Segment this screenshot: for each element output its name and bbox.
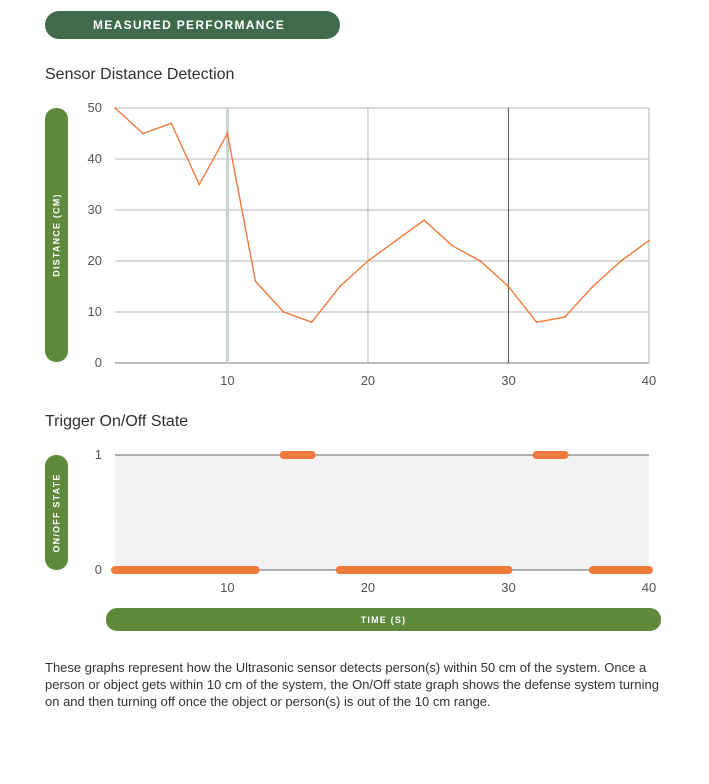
trigger-x-tick-label: 20	[361, 580, 375, 595]
trigger-x-tick-label: 10	[220, 580, 234, 595]
distance-data-point	[338, 285, 341, 288]
distance-data-point	[619, 260, 622, 262]
distance-x-tick-label: 30	[501, 373, 515, 388]
distance-data-point	[310, 321, 313, 324]
distance-data-point	[648, 239, 650, 242]
distance-data-point	[226, 132, 229, 135]
time-xlabel-pill: TIME (S)	[106, 608, 661, 631]
distance-data-point	[198, 183, 201, 186]
distance-chart-title: Sensor Distance Detection	[45, 66, 235, 83]
distance-y-tick-label: 20	[88, 253, 102, 268]
distance-data-point	[367, 260, 369, 262]
distance-x-tick-label: 20	[361, 373, 375, 388]
distance-data-point	[535, 321, 538, 324]
distance-data-point	[563, 316, 566, 318]
distance-data-point	[479, 260, 482, 262]
time-xlabel: TIME (S)	[360, 614, 407, 625]
trigger-y-tick-label: 0	[95, 562, 102, 577]
distance-y-tick-label: 40	[88, 151, 102, 166]
distance-data-point	[282, 311, 285, 313]
distance-y-tick-label: 10	[88, 304, 102, 319]
distance-y-tick-label: 50	[88, 100, 102, 115]
section-header: MEASURED PERFORMANCE	[45, 11, 340, 39]
distance-data-point	[142, 132, 145, 135]
distance-x-tick-label: 10	[220, 373, 234, 388]
distance-data-point	[423, 219, 426, 222]
distance-data-point	[170, 122, 173, 125]
distance-data-point	[254, 280, 257, 283]
distance-y-tick-label: 30	[88, 202, 102, 217]
distance-highlight-band	[225, 108, 229, 363]
distance-y-tick-label: 0	[95, 355, 102, 370]
distance-data-point	[114, 107, 116, 109]
distance-ylabel-pill: DISTANCE (CM)	[45, 108, 68, 362]
distance-x-tick-label: 40	[642, 373, 656, 388]
trigger-chart-title: Trigger On/Off State	[45, 413, 189, 430]
trigger-chart: 0 1 10 20 30 40	[95, 447, 656, 595]
section-header-label: MEASURED PERFORMANCE	[93, 18, 286, 32]
trigger-ylabel-pill: ON/OFF STATE	[45, 455, 68, 570]
trigger-y-tick-label: 1	[95, 447, 102, 462]
trigger-x-tick-label: 40	[642, 580, 656, 595]
distance-data-point	[395, 239, 397, 242]
distance-data-point	[451, 244, 454, 247]
distance-chart: 0 10 20 30 40 50 10 20 30 40	[88, 100, 657, 388]
distance-series-line	[114, 107, 650, 324]
distance-plot-area	[115, 108, 649, 363]
distance-data-point	[507, 285, 510, 288]
trigger-plot-area	[115, 455, 649, 570]
trigger-x-tick-label: 30	[501, 580, 515, 595]
description-text: These graphs represent how the Ultrasoni…	[45, 660, 659, 709]
distance-data-point	[591, 285, 594, 288]
